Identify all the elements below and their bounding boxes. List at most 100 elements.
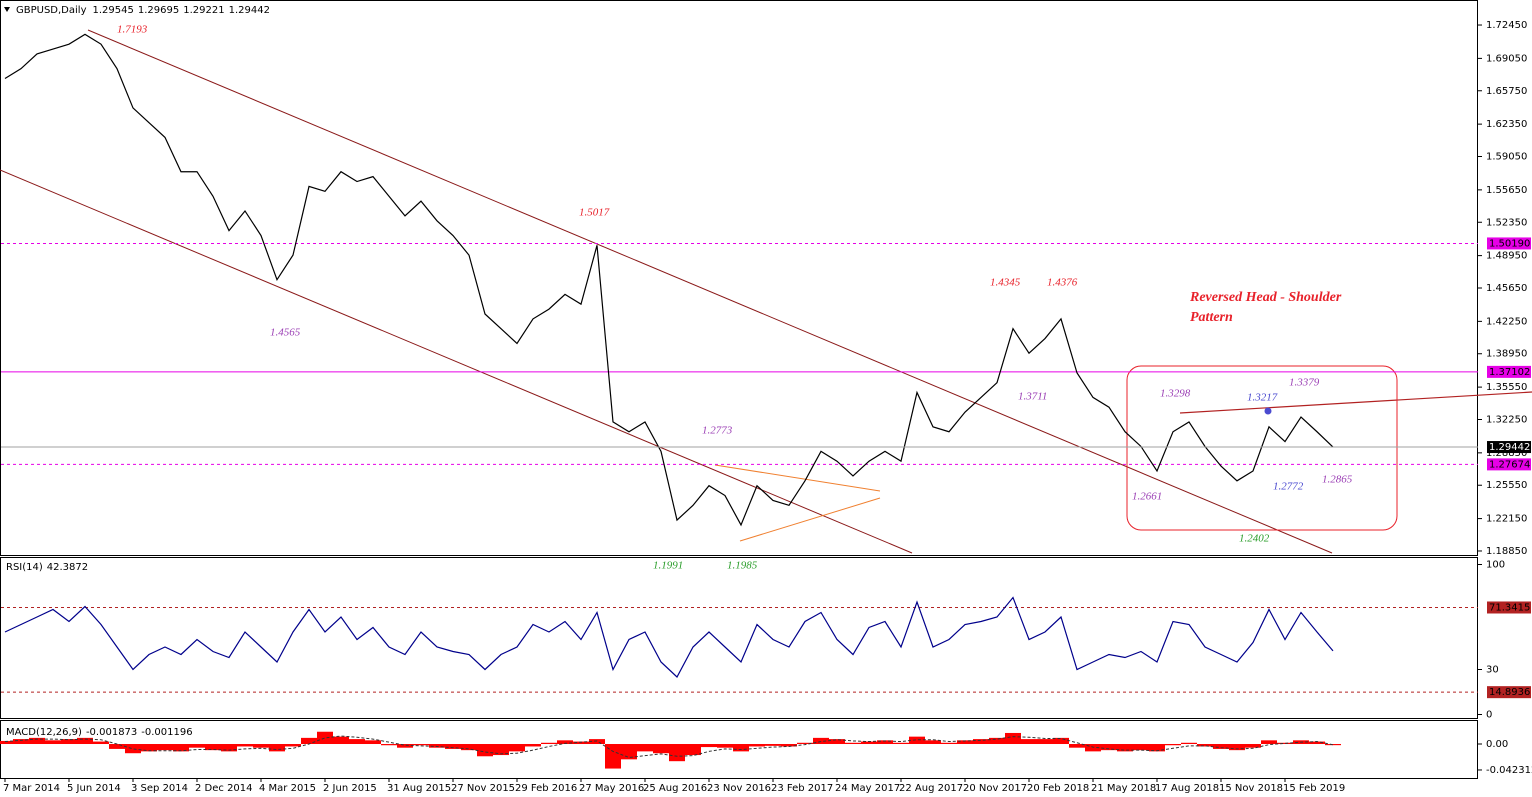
y-tick-label: 1.48950 (1486, 251, 1527, 262)
annotation-bg (725, 559, 765, 573)
price-annotation: 1.3217 (1247, 392, 1278, 404)
macd-bar (653, 744, 669, 754)
y-tick-label: 0 (1486, 710, 1492, 721)
macd-bar (1117, 744, 1133, 752)
macd-bar (1133, 744, 1149, 751)
level-label-box (1487, 601, 1531, 614)
macd-bar (0, 740, 13, 745)
level-label: 1.50190 (1489, 238, 1530, 249)
y-tick-label: 100 (1486, 560, 1505, 571)
y-tick-label: 1.38950 (1486, 349, 1527, 360)
y-tick-label: 1.69050 (1486, 53, 1527, 64)
x-tick-label: 20 Feb 2018 (1027, 783, 1089, 794)
macd-bar (77, 737, 93, 745)
macd-bar (1101, 744, 1117, 751)
x-tick-label: 5 Jun 2014 (67, 783, 121, 794)
macd-bar (701, 744, 717, 748)
triangle-lower (739, 497, 881, 542)
neckline (1179, 391, 1532, 414)
price-annotation: 1.1985 (727, 560, 758, 572)
price-annotation: 1.3711 (1018, 391, 1047, 403)
price-annotation: 1.2772 (1273, 481, 1304, 493)
macd-bar (781, 744, 797, 747)
x-tick-label: 29 Feb 2016 (515, 783, 577, 794)
pattern-dot (1264, 407, 1272, 415)
macd-bar (317, 731, 333, 745)
y-tick-label: 1.25550 (1486, 480, 1527, 491)
close: 1.29442 (229, 5, 270, 16)
macd-bar (909, 736, 925, 745)
level-label-box (1487, 458, 1531, 471)
macd-bar (877, 740, 893, 745)
y-tick-label: -0.042312 (1486, 765, 1532, 776)
annotation-bg (651, 559, 691, 573)
macd-bar (349, 739, 365, 745)
price-annotation: 1.4345 (990, 277, 1021, 289)
x-tick-label: 7 Mar 2014 (3, 783, 60, 794)
macd-bar (957, 740, 973, 745)
price-annotation: 1.2661 (1132, 491, 1162, 503)
symbol: GBPUSD,Daily (16, 5, 87, 16)
macd-bar (845, 742, 861, 745)
x-tick-label: 23 Nov 2016 (707, 783, 771, 794)
level-label-box (1487, 686, 1531, 699)
macd-bar (1213, 744, 1229, 749)
macd-bar (269, 744, 285, 752)
price-annotation: 1.1991 (653, 560, 683, 572)
price-annotation: 1.2865 (1322, 474, 1353, 486)
y-tick-label: 1.32250 (1486, 414, 1527, 425)
rsi-panel-frame (0, 557, 1478, 719)
macd-bar (829, 739, 845, 745)
y-tick-label: 1.42250 (1486, 316, 1527, 327)
x-tick-label: 27 May 2016 (579, 783, 644, 794)
price-panel-frame (0, 0, 1478, 556)
price-annotation: 1.2402 (1239, 533, 1270, 545)
rsi-header: RSI(14) 42.3872 (6, 562, 88, 573)
macd-bar (1197, 744, 1213, 747)
macd-bar (1229, 744, 1245, 751)
y-tick-label: 1.35550 (1486, 382, 1527, 393)
menu-arrow (4, 7, 10, 12)
macd-title: MACD(12,26,9) (6, 727, 82, 738)
rsi-line (4, 596, 1334, 678)
macd-bar (1085, 744, 1101, 752)
macd-header: MACD(12,26,9) -0.001873 -0.001196 (6, 727, 193, 738)
macd-bar (621, 744, 637, 760)
macd-last: -0.001873 (86, 727, 137, 738)
low: 1.29221 (183, 5, 224, 16)
price-annotation: 1.3379 (1289, 377, 1320, 389)
macd-bar (1053, 737, 1069, 745)
x-tick-label: 17 Aug 2018 (1155, 783, 1219, 794)
x-tick-label: 31 Aug 2015 (387, 783, 451, 794)
price-line (4, 33, 1334, 527)
macd-bar (541, 742, 557, 745)
macd-bar (413, 744, 429, 746)
x-tick-label: 20 Nov 2017 (963, 783, 1027, 794)
open: 1.29545 (93, 5, 134, 16)
macd-bar (173, 744, 189, 752)
macd-bar (717, 744, 733, 748)
rsi-last: 42.3872 (47, 562, 88, 573)
macd-bar (797, 742, 813, 745)
x-tick-label: 25 Aug 2016 (643, 783, 707, 794)
upper-channel-line (87, 29, 1333, 554)
x-tick-label: 23 Feb 2017 (771, 783, 833, 794)
price-annotation: 1.4565 (270, 327, 301, 339)
macd-bar (93, 741, 109, 745)
level-label-box (1487, 237, 1531, 250)
y-tick-label: 1.52350 (1486, 217, 1527, 228)
macd-bar (589, 739, 605, 745)
y-tick-label: 0.00 (1486, 739, 1508, 750)
high: 1.29695 (138, 5, 179, 16)
signal-last: -0.001196 (141, 727, 192, 738)
pattern-title: Pattern (1190, 310, 1233, 325)
macd-bar (557, 740, 573, 745)
signal-line (4, 735, 1334, 759)
macd-bar (429, 744, 445, 748)
macd-bar (109, 744, 125, 749)
macd-bar (141, 744, 157, 752)
macd-bar (205, 744, 221, 751)
y-tick-label: 1.59050 (1486, 152, 1527, 163)
